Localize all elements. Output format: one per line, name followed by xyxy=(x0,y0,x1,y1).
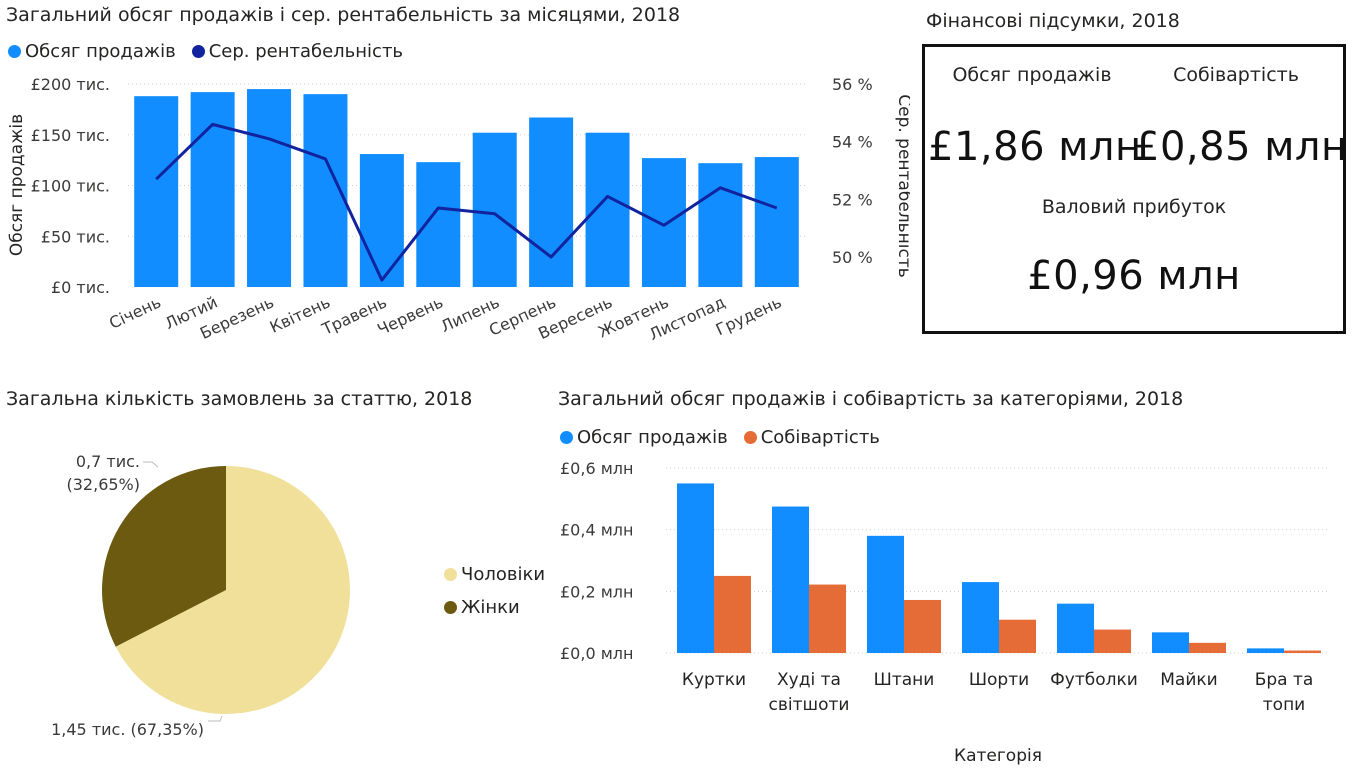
y-tick-label: £0 тис. xyxy=(51,278,110,297)
legend-label-sales: Обсяг продажів xyxy=(25,41,176,62)
x-tick-label: Футболки xyxy=(1050,670,1138,690)
pie-leader-line-women xyxy=(143,461,159,468)
bar-cost[interactable] xyxy=(1189,642,1226,653)
y-tick-label: £0,4 млн xyxy=(560,521,633,540)
card-sales-value: £1,86 млн xyxy=(928,124,1142,170)
category-sales-chart[interactable]: Загальний обсяг продажів і собівартість … xyxy=(550,380,1363,768)
category-chart-legend: Обсяг продажів Собівартість xyxy=(560,427,880,448)
x-tick-label: світшоти xyxy=(769,695,850,715)
y2-tick-label: 52 % xyxy=(832,190,873,209)
y-tick-label: £0,2 млн xyxy=(560,582,633,601)
card-cost-label: Собівартість xyxy=(1173,64,1299,86)
bar-sales[interactable] xyxy=(698,163,743,287)
y2-tick-label: 54 % xyxy=(832,133,873,152)
x-tick-label: Штани xyxy=(874,670,935,690)
y-tick-label: £150 тис. xyxy=(31,126,110,145)
bar-sales[interactable] xyxy=(641,158,686,287)
pie-slice[interactable] xyxy=(115,466,350,714)
bar-cost[interactable] xyxy=(714,575,751,653)
pie-slice[interactable] xyxy=(102,466,226,647)
legend-dot-men xyxy=(444,568,457,581)
bar-cost[interactable] xyxy=(1094,629,1131,653)
card-profit-label: Валовий прибуток xyxy=(1041,196,1227,218)
bar-sales[interactable] xyxy=(867,535,904,653)
y-tick-label: £0,0 млн xyxy=(560,644,633,663)
x-tick-label: топи xyxy=(1263,695,1305,715)
legend-item-women[interactable]: Жінки xyxy=(444,597,545,618)
finance-card-box xyxy=(922,44,1346,334)
category-x-axis-title: Категорія xyxy=(954,746,1042,766)
orders-by-gender-chart[interactable]: Загальна кількість замовлень за статтю, … xyxy=(0,380,560,768)
legend-dot-cat-sales xyxy=(560,431,573,444)
monthly-chart-title: Загальний обсяг продажів і сер. рентабел… xyxy=(6,4,681,26)
legend-item-margin[interactable]: Сер. рентабельність xyxy=(191,41,404,62)
x-tick-label: Худі та xyxy=(777,670,841,690)
bar-sales[interactable] xyxy=(1152,632,1189,653)
bar-sales[interactable] xyxy=(247,89,292,287)
monthly-chart-legend: Обсяг продажів Сер. рентабельність xyxy=(8,41,403,62)
y2-tick-label: 56 % xyxy=(832,75,873,94)
bar-sales[interactable] xyxy=(134,96,179,288)
bar-sales[interactable] xyxy=(190,92,235,288)
bar-sales[interactable] xyxy=(416,162,461,287)
legend-item-cat-cost[interactable]: Собівартість xyxy=(743,427,880,448)
card-sales-label: Обсяг продажів xyxy=(952,64,1112,86)
finance-card-title: Фінансові підсумки, 2018 xyxy=(926,10,1180,32)
monthly-y2-axis-title: Сер. рентабельність xyxy=(894,94,910,278)
y-tick-label: £100 тис. xyxy=(31,177,110,196)
bar-cost[interactable] xyxy=(904,599,941,653)
bar-cost[interactable] xyxy=(809,584,846,653)
legend-dot-women xyxy=(444,601,457,614)
line-margin[interactable] xyxy=(155,122,778,282)
pie-chart-title: Загальна кількість замовлень за статтю, … xyxy=(6,388,473,410)
bar-cost[interactable] xyxy=(1284,650,1321,653)
monthly-chart-plot: £0 тис. £50 тис. £100 тис. £150 тис. £200 ти… xyxy=(7,75,910,344)
card-profit-value: £0,96 млн xyxy=(1027,253,1241,299)
legend-label-cat-cost: Собівартість xyxy=(760,427,880,448)
bar-cost[interactable] xyxy=(999,619,1036,653)
bar-sales[interactable] xyxy=(1057,603,1094,653)
bar-sales[interactable] xyxy=(359,154,404,287)
legend-dot-margin xyxy=(191,45,205,58)
y-tick-label: £0,6 млн xyxy=(560,459,633,478)
pie-legend: Чоловіки Жінки xyxy=(444,564,545,630)
legend-dot-cat-cost xyxy=(743,431,757,444)
x-tick-label: Червень xyxy=(374,292,446,339)
bar-sales[interactable] xyxy=(677,483,714,653)
x-tick-label: Січень xyxy=(106,292,164,332)
x-tick-label: Грудень xyxy=(713,292,785,339)
y2-tick-label: 50 % xyxy=(832,248,873,267)
bar-sales[interactable] xyxy=(772,506,809,653)
legend-label-cat-sales: Обсяг продажів xyxy=(577,427,728,448)
pie-leader-line-men xyxy=(208,715,223,722)
pie-label-men: 1,45 тис. (67,35%) xyxy=(51,720,204,739)
pie-chart-plot: 0,7 тис. (32,65%) 1,45 тис. (67,35%) xyxy=(51,452,350,739)
legend-item-men[interactable]: Чоловіки xyxy=(444,564,545,585)
x-tick-label: Бра та xyxy=(1255,670,1314,690)
category-chart-title: Загальний обсяг продажів і собівартість … xyxy=(558,388,1184,410)
bar-sales[interactable] xyxy=(962,582,999,653)
card-cost-value: £0,85 млн xyxy=(1134,124,1348,170)
bar-sales[interactable] xyxy=(754,157,799,287)
legend-label-margin: Сер. рентабельність xyxy=(208,41,404,62)
legend-dot-sales xyxy=(8,45,21,58)
pie-label-women-pct: (32,65%) xyxy=(67,475,141,494)
bar-sales[interactable] xyxy=(1247,648,1284,653)
legend-item-sales[interactable]: Обсяг продажів xyxy=(8,41,176,62)
legend-label-women: Жінки xyxy=(461,597,520,618)
pie-label-women-value: 0,7 тис. xyxy=(76,452,140,471)
bar-sales[interactable] xyxy=(585,132,630,287)
legend-item-cat-sales[interactable]: Обсяг продажів xyxy=(560,427,728,448)
x-tick-label: Шорти xyxy=(969,670,1029,690)
legend-label-men: Чоловіки xyxy=(461,564,546,585)
bar-sales[interactable] xyxy=(529,117,574,288)
monthly-y-axis-title: Обсяг продажів xyxy=(7,114,27,256)
y-tick-label: £200 тис. xyxy=(31,75,110,94)
y-tick-label: £50 тис. xyxy=(41,227,110,246)
category-chart-plot: £0,0 млн £0,2 млн £0,4 млн £0,6 млн Куртки Х… xyxy=(560,459,1330,766)
x-tick-label: Майки xyxy=(1160,670,1217,690)
bar-sales[interactable] xyxy=(472,132,517,287)
monthly-sales-chart[interactable]: Загальний обсяг продажів і сер. рентабел… xyxy=(0,0,910,360)
x-tick-label: Куртки xyxy=(682,670,746,690)
